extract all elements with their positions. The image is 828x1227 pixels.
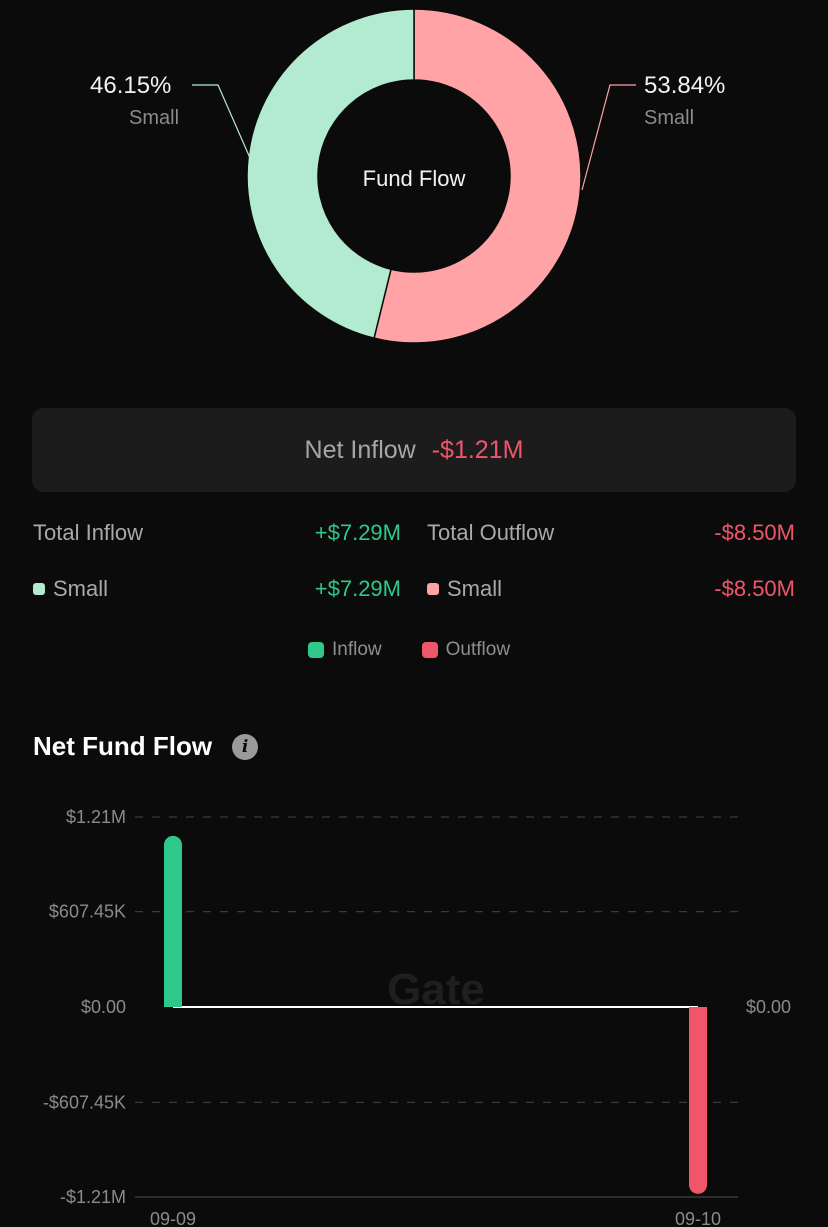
x-tick-label: 09-09	[150, 1209, 196, 1227]
inflow-small-value: +$7.29M	[314, 576, 401, 601]
net-fund-flow-header: Net Fund Flow i	[33, 731, 259, 762]
legend-inflow-label: Inflow	[332, 639, 382, 660]
legend-inflow[interactable]: Inflow	[308, 639, 382, 661]
outflow-percent: 53.84%	[644, 72, 726, 99]
net-inflow-value: -$1.21M	[431, 435, 524, 464]
y-tick-label: -$607.45K	[43, 1092, 126, 1112]
y-tick-label: $607.45K	[49, 902, 126, 922]
net-inflow-label: Net Inflow	[304, 435, 416, 464]
section-title: Net Fund Flow	[33, 731, 213, 761]
legend-outflow-swatch	[421, 642, 438, 658]
bar-09-09[interactable]	[164, 835, 183, 1007]
left-leader-line	[192, 84, 251, 159]
outflow-slice-label: Small	[644, 107, 695, 129]
donut-slice-inflow	[246, 8, 415, 340]
total-inflow-value: +$7.29M	[314, 520, 401, 545]
right-zero-label: $0.00	[746, 997, 791, 1017]
x-tick-label: 09-10	[675, 1209, 721, 1227]
outflow-small-label: Small	[447, 576, 503, 601]
donut-center-label: Fund Flow	[362, 166, 466, 191]
fund-flow-donut	[192, 8, 636, 344]
legend-outflow-label: Outflow	[445, 639, 511, 660]
right-leader-line	[581, 84, 636, 191]
inflow-small-dot	[33, 583, 45, 595]
inflow-slice-label: Small	[129, 107, 180, 129]
net-inflow-box: Net Inflow -$1.21M	[32, 408, 796, 492]
outflow-small-value: -$8.50M	[714, 576, 795, 601]
bar-09-10[interactable]	[689, 1007, 707, 1194]
y-tick-label: $1.21M	[66, 807, 126, 827]
y-tick-label: $0.00	[81, 997, 126, 1017]
watermark-text: Gate	[387, 965, 485, 1014]
legend-outflow[interactable]: Outflow	[421, 639, 511, 661]
outflow-small-dot	[427, 583, 439, 595]
info-icon[interactable]: i	[232, 733, 259, 760]
inflow-small-label: Small	[53, 576, 109, 601]
donut-slice-outflow	[373, 8, 582, 344]
inflow-percent: 46.15%	[90, 72, 172, 99]
y-tick-label: -$1.21M	[60, 1187, 126, 1207]
chart-legend: Inflow Outflow	[308, 639, 510, 661]
legend-inflow-swatch	[308, 642, 324, 658]
total-outflow-value: -$8.50M	[714, 520, 795, 545]
total-inflow-label: Total Inflow	[33, 520, 144, 545]
total-outflow-label: Total Outflow	[427, 520, 555, 545]
net-fund-flow-chart: Gate $1.21M $607.45K $0.00 -$607.45K -$1.21M…	[43, 807, 791, 1227]
